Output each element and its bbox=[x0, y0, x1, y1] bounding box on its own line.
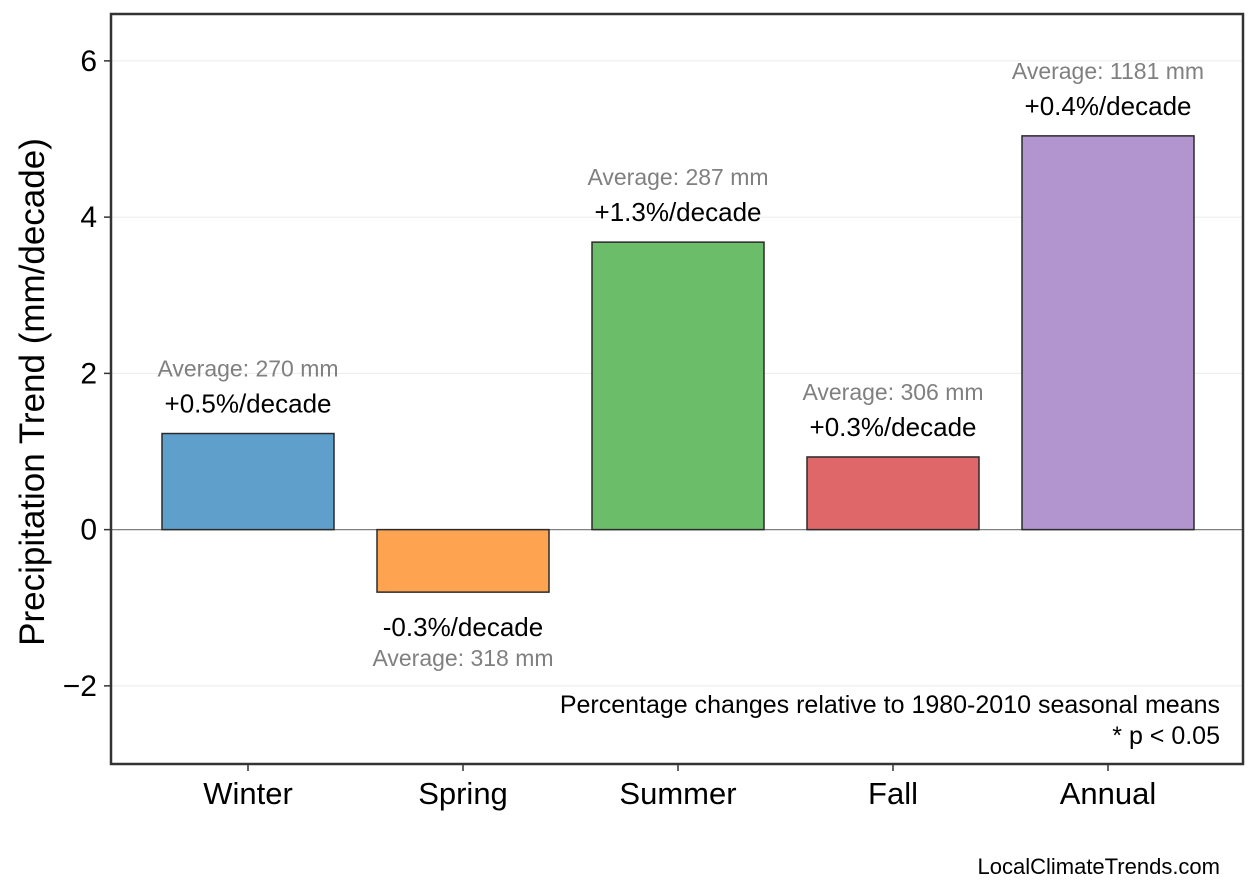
pct-change-label: +0.5%/decade bbox=[165, 389, 332, 419]
pct-change-label: +0.3%/decade bbox=[810, 412, 977, 442]
y-tick-label: 4 bbox=[80, 201, 97, 234]
y-tick-label: 2 bbox=[80, 357, 97, 390]
source-credit: LocalClimateTrends.com bbox=[978, 854, 1221, 879]
y-tick-label: 6 bbox=[80, 45, 97, 78]
bar-summer bbox=[591, 241, 765, 531]
pct-change-label: +1.3%/decade bbox=[595, 197, 762, 227]
bar-winter bbox=[161, 432, 335, 531]
x-tick-label: Fall bbox=[868, 776, 918, 811]
pct-change-label: -0.3%/decade bbox=[383, 612, 543, 642]
plot-frame bbox=[109, 12, 1245, 766]
axes: Winter Spring Summer Fall Annual −2 0 2 4 6 bbox=[63, 12, 1245, 811]
average-label: Average: 1181 mm bbox=[1012, 58, 1204, 84]
bar-annotations: +0.5%/decade Average: 270 mm -0.3%/decade A… bbox=[157, 58, 1204, 671]
bar-annual bbox=[1021, 135, 1195, 531]
bars bbox=[161, 135, 1195, 593]
average-label: Average: 270 mm bbox=[157, 356, 338, 382]
x-tick-label: Summer bbox=[619, 776, 736, 811]
average-label: Average: 318 mm bbox=[372, 645, 553, 671]
average-label: Average: 287 mm bbox=[587, 164, 768, 190]
y-tick-label: 0 bbox=[80, 514, 97, 547]
bar-spring bbox=[376, 528, 550, 593]
x-tick-label: Winter bbox=[203, 776, 293, 811]
footnote-significance: * p < 0.05 bbox=[1112, 722, 1220, 750]
x-tick-label: Annual bbox=[1060, 776, 1157, 811]
y-axis-label: Precipitation Trend (mm/decade) bbox=[13, 138, 52, 646]
footnote-percentage: Percentage changes relative to 1980-2010… bbox=[560, 691, 1220, 719]
pct-change-label: +0.4%/decade bbox=[1025, 91, 1192, 121]
average-label: Average: 306 mm bbox=[802, 379, 983, 405]
bar-fall bbox=[806, 456, 980, 531]
x-tick-label: Spring bbox=[418, 776, 508, 811]
y-tick-label: −2 bbox=[63, 670, 97, 703]
